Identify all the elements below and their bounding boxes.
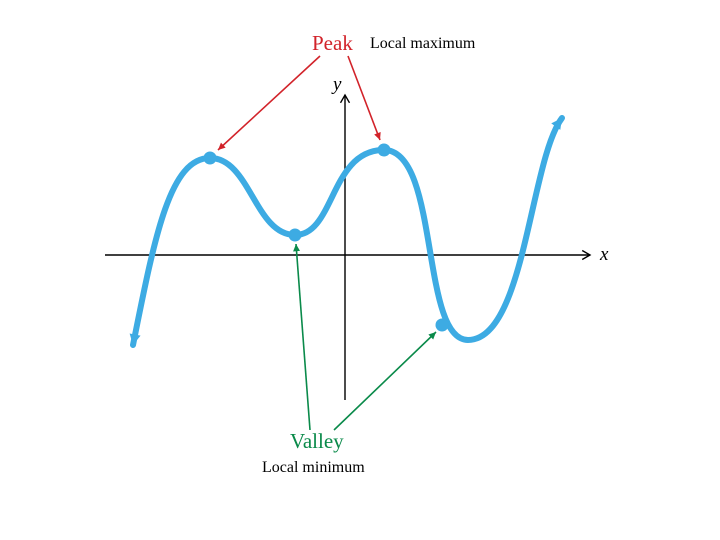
- x-axis: [105, 251, 590, 260]
- x-axis-label: x: [599, 244, 609, 265]
- peak-sublabel: Local maximum: [370, 35, 476, 52]
- y-axis-label: y: [331, 74, 342, 95]
- valley-point-1: [289, 229, 302, 242]
- valley-label: Valley: [290, 429, 344, 453]
- peak-arrow-1: [218, 56, 320, 150]
- valley-sublabel: Local minimum: [262, 459, 365, 476]
- function-curve: [130, 118, 562, 345]
- valley-point-2: [436, 319, 449, 332]
- peak-point-2: [378, 144, 391, 157]
- valley-arrow-2: [334, 332, 436, 430]
- peak-point-1: [204, 152, 217, 165]
- peak-arrow-2: [348, 56, 381, 140]
- y-axis: [341, 95, 350, 400]
- peak-label: Peak: [312, 31, 353, 55]
- valley-arrow-1: [293, 244, 310, 430]
